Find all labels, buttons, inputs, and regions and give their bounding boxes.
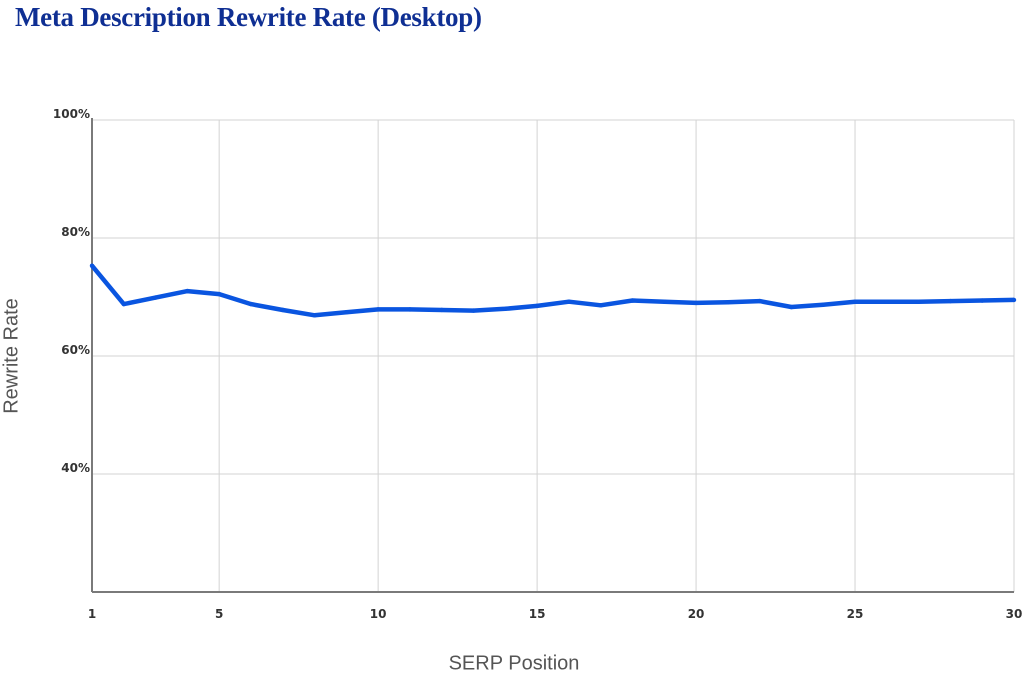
grid-lines (92, 119, 1015, 592)
data-point-30 (1011, 297, 1017, 303)
tick-labels: 40%60%80%100%1 5 10 15 20 25 30 (53, 107, 1022, 621)
data-point-12 (439, 307, 444, 313)
data-point-3 (153, 295, 158, 300)
data-point-1 (89, 263, 95, 268)
data-point-26 (884, 299, 890, 304)
data-point-14 (503, 306, 508, 311)
data-point-29 (980, 298, 985, 303)
data-point-17 (598, 303, 603, 308)
x-tick-label-30: 30 (1006, 607, 1023, 621)
data-point-18 (630, 298, 635, 303)
x-tick-label-5: 5 (215, 607, 223, 621)
x-tick-label-25: 25 (847, 607, 864, 621)
data-point-25 (852, 299, 858, 304)
series-line-0 (90, 264, 1015, 318)
x-tick-label-1: 1 (88, 607, 96, 621)
data-point-11 (407, 307, 413, 312)
data-point-20 (693, 300, 699, 306)
data-point-21 (725, 300, 731, 305)
x-tick-label-15: 15 (529, 607, 546, 621)
data-point-8 (312, 313, 317, 318)
data-point-2 (121, 301, 126, 307)
data-point-24 (821, 302, 826, 307)
data-point-28 (948, 298, 953, 304)
data-point-19 (662, 299, 667, 304)
data-point-27 (916, 299, 921, 304)
data-point-10 (375, 307, 381, 312)
data-point-22 (757, 298, 762, 304)
chart-title: Meta Description Rewrite Rate (Desktop) (15, 2, 482, 32)
data-point-6 (248, 301, 254, 307)
axes (91, 118, 1014, 593)
y-tick-label-100: 100% (53, 107, 90, 121)
data-point-7 (280, 307, 285, 313)
x-axis-label: SERP Position (448, 652, 580, 675)
series-layer (89, 263, 1017, 318)
data-point-4 (185, 288, 190, 294)
data-point-13 (471, 308, 476, 313)
data-point-16 (566, 299, 572, 304)
x-tick-label-20: 20 (688, 607, 705, 621)
y-tick-label-60: 60% (61, 343, 90, 357)
x-tick-label-10: 10 (370, 607, 387, 621)
data-point-15 (534, 303, 540, 309)
y-tick-label-80: 80% (61, 225, 90, 239)
data-point-9 (344, 310, 349, 315)
data-point-5 (216, 291, 222, 297)
y-tick-label-40: 40% (61, 461, 90, 475)
data-point-23 (789, 304, 794, 310)
